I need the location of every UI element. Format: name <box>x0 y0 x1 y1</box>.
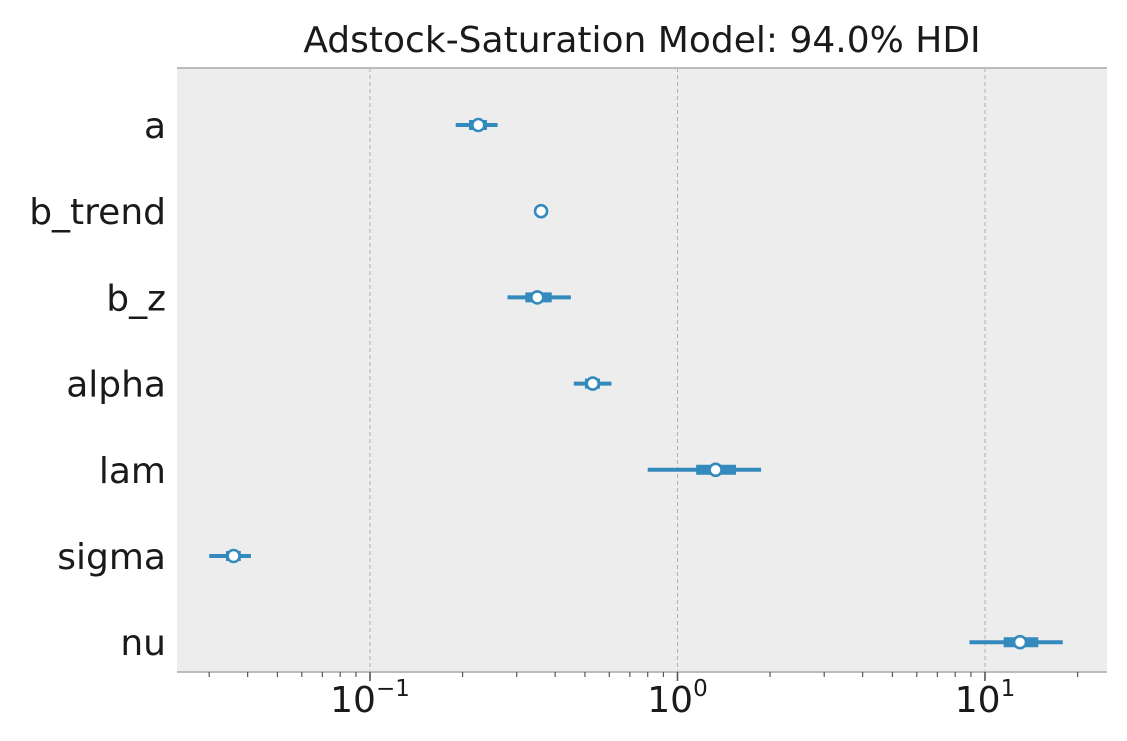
y-tick-label: b_z <box>106 278 166 319</box>
x-tick-labels: 10−1 100 101 <box>330 676 1015 721</box>
param-row-sigma <box>209 548 251 564</box>
param-row-nu <box>969 634 1063 650</box>
point-estimate <box>533 203 549 219</box>
param-row-b-z <box>507 290 571 305</box>
y-tick-label: nu <box>120 623 166 664</box>
x-tick-base: 10 <box>647 680 693 721</box>
y-tick-label: b_trend <box>29 192 166 233</box>
x-tick-label: 100 <box>647 676 707 721</box>
param-row-lam <box>647 462 762 478</box>
plot-area <box>177 68 1107 672</box>
y-tick-label: sigma <box>57 537 166 578</box>
point-estimate <box>530 290 545 305</box>
x-tick-base: 10 <box>955 680 1001 721</box>
x-tick-exponent: −1 <box>376 676 410 702</box>
point-estimate <box>226 548 241 564</box>
y-tick-label: a <box>144 106 166 147</box>
hdi-marks <box>209 117 1063 650</box>
point-estimate <box>585 376 601 391</box>
x-tick-base: 10 <box>330 680 376 721</box>
param-row-alpha <box>573 376 612 391</box>
grid-lines <box>369 68 986 672</box>
y-tick-label: alpha <box>66 365 166 406</box>
point-estimate <box>708 462 723 478</box>
param-row-b-trend <box>533 203 549 219</box>
point-estimate <box>470 117 486 133</box>
point-estimate <box>1012 634 1028 650</box>
param-row-a <box>455 117 498 133</box>
y-tick-label: lam <box>99 451 166 492</box>
chart-title: Adstock-Saturation Model: 94.0% HDI <box>303 20 980 61</box>
x-tick-exponent: 1 <box>1001 676 1016 702</box>
x-tick-label: 10−1 <box>330 676 410 721</box>
x-tick-exponent: 0 <box>693 676 708 702</box>
x-axis-ticks <box>208 672 1079 681</box>
x-tick-label: 101 <box>955 676 1015 721</box>
